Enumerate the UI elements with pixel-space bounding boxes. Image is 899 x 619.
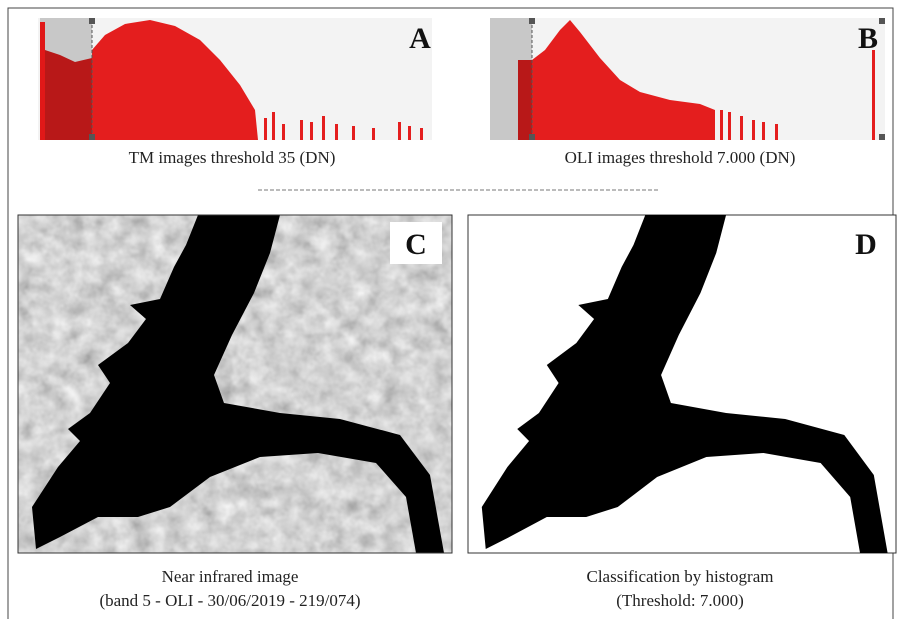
caption: (band 5 - OLI - 30/06/2019 - 219/074): [99, 591, 360, 610]
nir-image: [17, 214, 453, 554]
panel-label: D: [855, 228, 877, 261]
classification-image: [467, 214, 897, 554]
panel-label: C: [405, 228, 427, 261]
panel-label: B: [858, 22, 878, 55]
histogram-b: [490, 18, 885, 140]
caption: Near infrared image: [162, 567, 299, 586]
caption: TM images threshold 35 (DN): [129, 148, 336, 167]
caption: Classification by histogram: [587, 567, 774, 586]
histogram-a: [38, 18, 432, 140]
panel-label: A: [409, 22, 431, 55]
caption: (Threshold: 7.000): [616, 591, 743, 610]
caption: OLI images threshold 7.000 (DN): [565, 148, 796, 167]
